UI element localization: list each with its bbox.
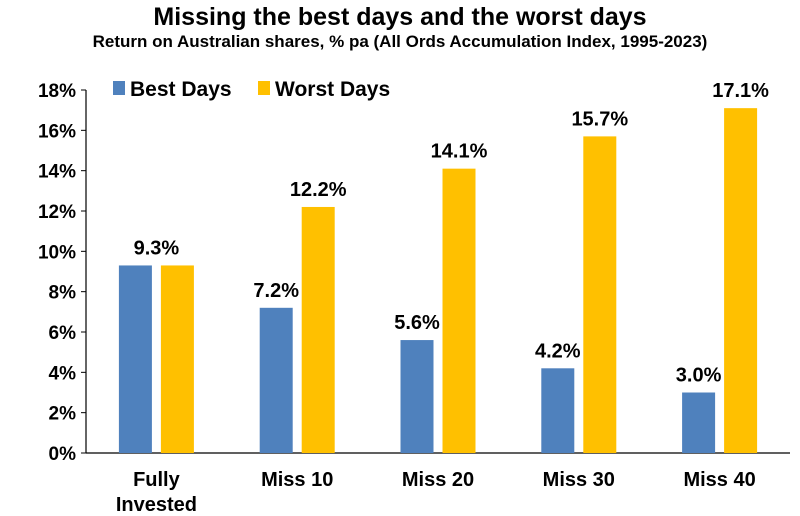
axes: 0% 2% 4% 6% 8% 10% 12% 14% 16% 18% Fully Invested Mi… bbox=[38, 81, 790, 516]
bar-worst-days bbox=[160, 265, 194, 453]
data-label: 7.2% bbox=[253, 280, 299, 302]
y-tick-label: 10% bbox=[38, 242, 76, 263]
x-category-label: Miss 20 bbox=[402, 469, 474, 491]
legend-label: Worst Days bbox=[275, 78, 390, 101]
legend: Best Days Worst Days bbox=[113, 78, 390, 101]
data-label: 5.6% bbox=[394, 312, 440, 334]
x-category-label: Fully bbox=[133, 469, 181, 491]
x-category-label: Miss 40 bbox=[683, 469, 755, 491]
data-label: 14.1% bbox=[431, 141, 488, 163]
chart-title: Missing the best days and the worst days bbox=[153, 3, 647, 31]
x-category-label: Invested bbox=[116, 494, 197, 516]
bar-best-days bbox=[682, 392, 716, 453]
bar-worst-days bbox=[724, 108, 758, 454]
bar-worst-days bbox=[583, 136, 617, 453]
y-tick-label: 12% bbox=[38, 202, 76, 223]
data-label: 12.2% bbox=[290, 179, 347, 201]
bar-worst-days bbox=[442, 168, 476, 453]
bar-best-days bbox=[259, 307, 293, 453]
bar-best-days bbox=[541, 368, 575, 453]
y-tick-label: 8% bbox=[49, 283, 77, 304]
chart-subtitle: Return on Australian shares, % pa (All O… bbox=[92, 32, 708, 51]
y-tick-label: 14% bbox=[38, 162, 76, 183]
legend-label: Best Days bbox=[130, 78, 232, 101]
y-tick-label: 6% bbox=[49, 323, 77, 344]
y-tick-label: 0% bbox=[49, 444, 77, 465]
bars bbox=[118, 108, 758, 454]
legend-swatch bbox=[258, 81, 270, 95]
y-tick-label: 2% bbox=[49, 404, 77, 425]
bar-worst-days bbox=[301, 206, 335, 453]
data-label: 3.0% bbox=[676, 365, 722, 387]
data-label: 9.3% bbox=[134, 237, 180, 259]
y-tick-label: 18% bbox=[38, 81, 76, 102]
y-tick-label: 16% bbox=[38, 121, 76, 142]
bar-best-days bbox=[118, 265, 152, 453]
data-label: 15.7% bbox=[571, 108, 628, 130]
data-label: 4.2% bbox=[535, 340, 581, 362]
bar-best-days bbox=[400, 340, 434, 453]
y-tick-label: 4% bbox=[49, 363, 77, 384]
data-label: 17.1% bbox=[712, 80, 769, 102]
legend-swatch bbox=[113, 81, 125, 95]
x-category-label: Miss 30 bbox=[543, 469, 615, 491]
data-labels: 9.3% 7.2% 12.2% 5.6% 14.1% 4.2% 15.7% 3.0% 17.1% bbox=[134, 80, 770, 386]
x-category-label: Miss 10 bbox=[261, 469, 333, 491]
